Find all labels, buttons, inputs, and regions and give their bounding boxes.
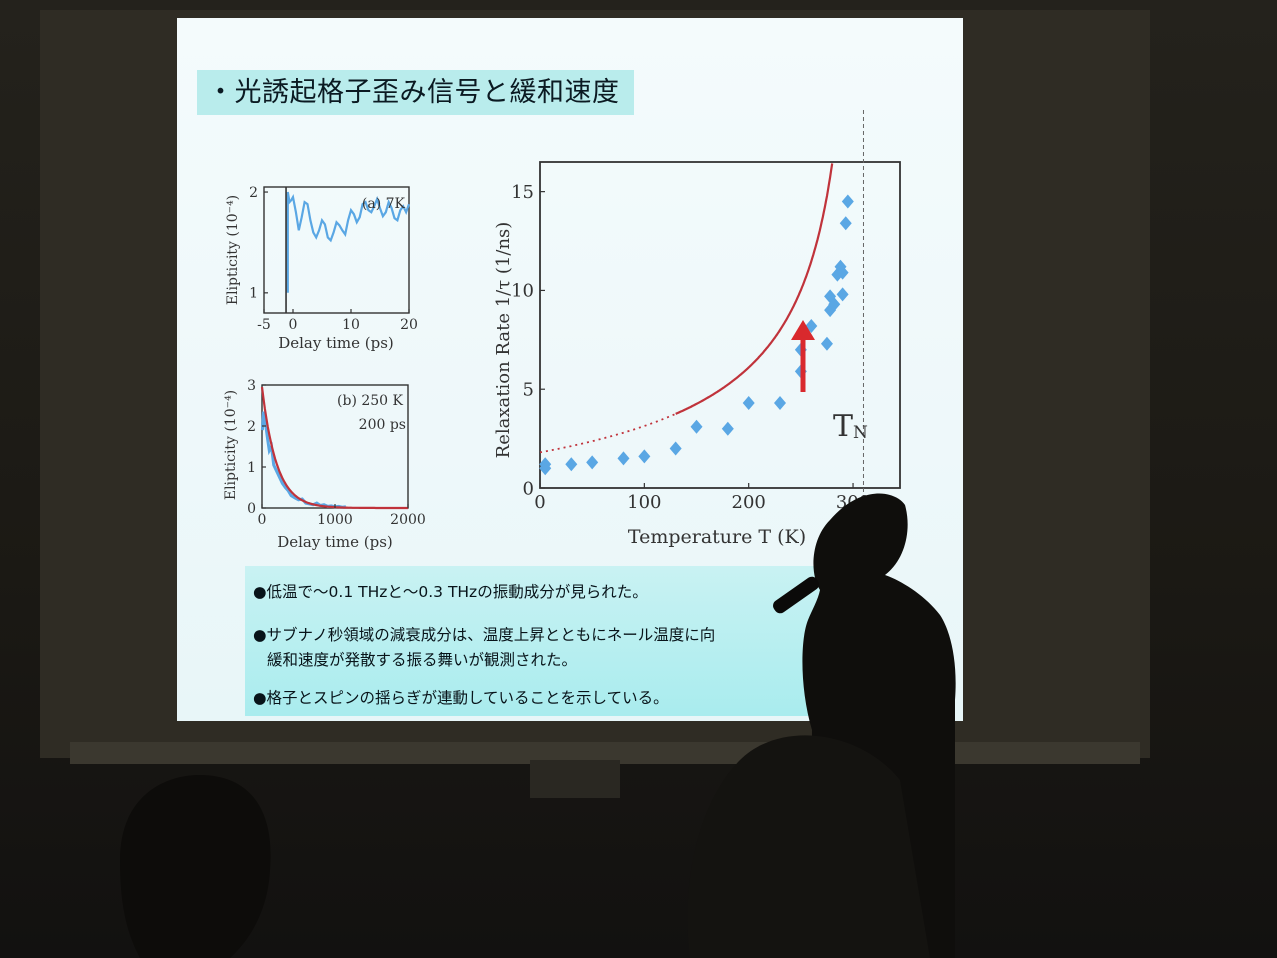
x-tick-label: 0 [258, 512, 267, 528]
y-tick-label: 1 [249, 286, 258, 302]
bullet-2-continuation: 緩和速度が発散する振る舞いが観測された。 [267, 651, 578, 669]
x-tick-label: 0 [289, 317, 298, 333]
chart-b-xlabel: Delay time (ps) [277, 533, 393, 551]
y-tick-label: 10 [511, 281, 534, 302]
lectern [530, 760, 620, 798]
y-tick-label: 5 [523, 380, 534, 401]
data-point [669, 441, 682, 456]
microphone-icon [773, 576, 819, 614]
y-tick-label: 3 [247, 378, 256, 394]
chart-a-frame [263, 186, 410, 314]
chart-b-panel-label: (b) 250 K [337, 393, 404, 409]
chart-c-xlabel: Temperature T (K) [628, 526, 806, 548]
chart-a-y-ticks: 12 [249, 185, 268, 302]
audience-head-2 [687, 735, 930, 958]
y-tick-label: 15 [511, 182, 534, 203]
chart-a-series-line [286, 191, 411, 293]
data-point [841, 194, 854, 209]
tn-label: T N [833, 409, 868, 444]
bullet-2: ●サブナノ秒領域の減衰成分は、温度上昇とともにネール温度に向 [253, 626, 716, 644]
tn-label-sub: N [853, 423, 868, 443]
chart-b-y-ticks: 0 1 2 3 [247, 378, 266, 517]
chart-b-annotation: 200 ps [359, 417, 406, 433]
data-point [539, 457, 552, 472]
chart-c-fit-curve [675, 163, 834, 415]
chart-a-ylabel: Elipticity (10⁻⁴) [225, 195, 241, 305]
chart-a-x-ticks: -5 0 10 20 [257, 309, 418, 333]
x-tick-label: 0 [534, 492, 545, 513]
data-point [836, 287, 849, 302]
audience-head-1 [120, 775, 271, 958]
chart-a-panel-label: (a) 7K [362, 196, 406, 212]
tn-arrow-head [791, 320, 815, 340]
x-tick-label: 200 [732, 492, 766, 513]
data-point [831, 267, 844, 282]
x-tick-label: 1000 [317, 512, 353, 528]
y-tick-label: 0 [247, 501, 256, 517]
chart-c-plot-area [539, 110, 864, 498]
data-point [836, 265, 849, 280]
slide-title: ・光誘起格子歪み信号と緩和速度 [197, 70, 634, 115]
chart-a-plot-area [285, 187, 411, 313]
tn-label-main: T [833, 409, 853, 444]
data-point [839, 216, 852, 231]
data-point [828, 297, 841, 312]
data-point [586, 455, 599, 470]
chart-b-x-ticks: 0 1000 2000 [258, 504, 426, 528]
x-tick-label: 10 [342, 317, 360, 333]
x-tick-label: 100 [627, 492, 661, 513]
data-point [638, 449, 651, 464]
data-point [742, 396, 755, 411]
chart-a-xlabel: Delay time (ps) [278, 334, 394, 352]
y-tick-label: 0 [523, 478, 534, 499]
y-tick-label: 2 [249, 185, 258, 201]
data-point [565, 457, 578, 472]
chart-c-frame [539, 161, 901, 489]
chart-c-y-ticks: 0 5 10 15 [511, 182, 545, 499]
bullet-3: ●格子とスピンの揺らぎが連動していることを示している。 [253, 689, 669, 707]
chart-c-ylabel: Relaxation Rate 1/τ (1/ns) [493, 222, 514, 459]
summary-box: ●低温で～0.1 THzと～0.3 THzの振動成分が見られた。 ●サブナノ秒領… [245, 566, 830, 716]
y-tick-label: 1 [247, 460, 256, 476]
x-tick-label: 2000 [390, 512, 426, 528]
chart-b-250k: 0 1000 2000 0 1 2 3 (b) 250 K 200 ps Delay ti… [223, 378, 426, 551]
data-point [805, 318, 818, 333]
x-tick-label: 20 [400, 317, 418, 333]
y-tick-label: 2 [247, 419, 256, 435]
data-point [820, 336, 833, 351]
data-point [774, 396, 786, 411]
x-tick-label: -5 [257, 317, 271, 333]
data-point [617, 451, 630, 466]
bullet-1: ●低温で～0.1 THzと～0.3 THzの振動成分が見られた。 [253, 583, 648, 601]
chart-a-7k: -5 0 10 20 12 (a) 7K Delay time (ps) Elipti… [225, 185, 418, 352]
data-point [721, 421, 734, 436]
chart-b-ylabel: Elipticity (10⁻⁴) [223, 390, 239, 500]
data-point [690, 419, 703, 434]
